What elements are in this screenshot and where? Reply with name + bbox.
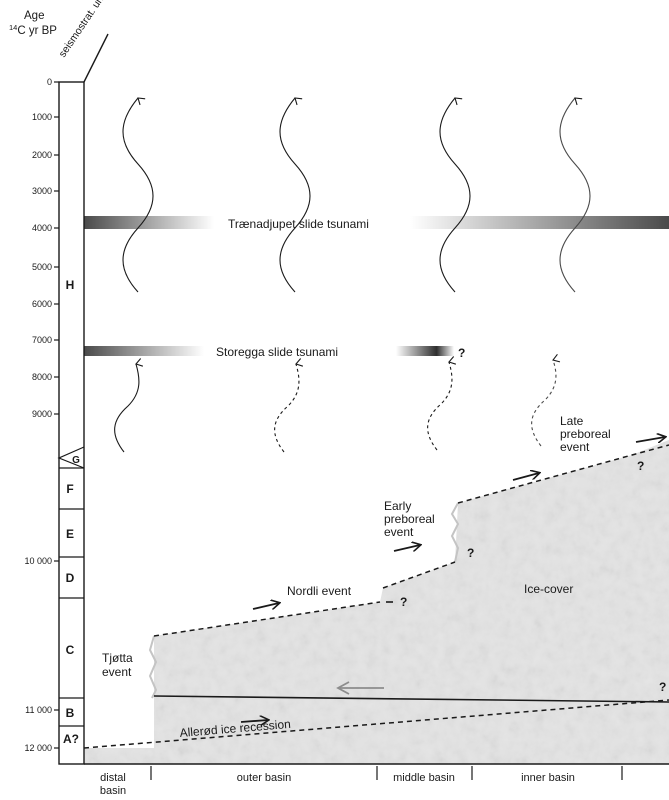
wavy-arrow-dashed (274, 358, 304, 453)
basin-labels: distal basin outer basin middle basin inn… (100, 772, 575, 797)
age-tick-marks (54, 81, 59, 749)
ice-sheet (84, 440, 669, 764)
seismostrat-unit-labels: H G F E D C B A? (63, 278, 80, 746)
ice-cover-label: Ice-cover (524, 582, 573, 596)
tick-label: 1000 (32, 112, 52, 122)
gray-return-arrow (336, 681, 384, 695)
question-mark: ? (637, 459, 644, 473)
unit-label: C (66, 643, 75, 657)
tick-label: 9000 (32, 409, 52, 419)
tick-label: 8000 (32, 372, 52, 382)
traenadjupet-tsunami-band (84, 216, 669, 229)
wavy-arrow (439, 97, 471, 293)
nordli-arrow (252, 603, 279, 610)
basin-label-outer: outer basin (237, 772, 291, 784)
seismostrat-unit-title: seismostrat. unit (57, 0, 110, 60)
axis-frame (58, 33, 669, 765)
tick-label: 0 (47, 77, 52, 87)
unit-label: G (72, 455, 80, 466)
late-preboreal-arrow-2 (635, 437, 665, 442)
question-mark: ? (467, 546, 474, 560)
basin-label-middle: middle basin (393, 772, 455, 784)
ice-front-line (153, 444, 669, 637)
basin-label-distal: distal basin (100, 772, 126, 797)
tick-label: 2000 (32, 150, 52, 160)
unit-dividers (57, 446, 85, 727)
tick-label: 6000 (32, 299, 52, 309)
tick-label: 4000 (32, 223, 52, 233)
wavy-arrows-lower (114, 353, 561, 453)
wavy-arrow (279, 97, 311, 293)
age-axis-unit: 14C yr BP (9, 23, 57, 37)
tick-label: 11 000 (25, 705, 52, 715)
basin-label-inner: inner basin (521, 772, 575, 784)
question-mark: ? (400, 595, 407, 609)
unit-label: D (66, 571, 75, 585)
basin-dividers (150, 766, 623, 780)
late-preboreal-event-label: Late preboreal event (560, 414, 611, 454)
allerod-arrow (240, 720, 268, 722)
unit-label: H (66, 278, 75, 292)
unit-label: F (66, 482, 73, 496)
wavy-arrow-dashed (531, 353, 561, 447)
movement-arrows (240, 437, 665, 722)
tick-label: 3000 (32, 186, 52, 196)
wavy-arrow (122, 97, 154, 293)
unit-label: E (66, 527, 74, 541)
wavy-arrow-dashed (427, 356, 457, 451)
tick-label: 12 000 (24, 743, 52, 753)
wavy-arrow (559, 97, 591, 293)
nordli-event-label: Nordli event (287, 584, 352, 598)
storegga-tsunami-label: Storegga slide tsunami (216, 345, 338, 359)
wavy-arrows-upper (122, 97, 591, 293)
age-tick-labels: 0 1000 2000 3000 4000 5000 6000 7000 800… (24, 77, 52, 753)
tick-label: 7000 (32, 335, 52, 345)
unit-label: B (66, 706, 75, 720)
unit-label: A? (63, 732, 79, 746)
storegga-tsunami-band (84, 346, 454, 356)
recession-lines (83, 444, 669, 749)
allerod-line (83, 699, 669, 749)
tick-label: 5000 (32, 262, 52, 272)
early-preboreal-event-label: Early preboreal event (384, 499, 435, 539)
tjotta-event-label: Tjøtta event (102, 651, 133, 679)
question-mark: ? (659, 680, 666, 694)
traenadjupet-tsunami-label: Trænadjupet slide tsunami (228, 217, 369, 231)
tjotta-base-line (153, 695, 669, 703)
question-mark: ? (458, 346, 465, 360)
late-preboreal-arrow-1 (512, 473, 539, 481)
uncertainty-marks: ? ? ? ? ? (400, 346, 666, 694)
tick-label: 10 000 (24, 556, 52, 566)
wavy-arrow (114, 358, 144, 453)
early-preboreal-arrow (393, 545, 420, 552)
age-axis-title: Age (24, 10, 44, 22)
